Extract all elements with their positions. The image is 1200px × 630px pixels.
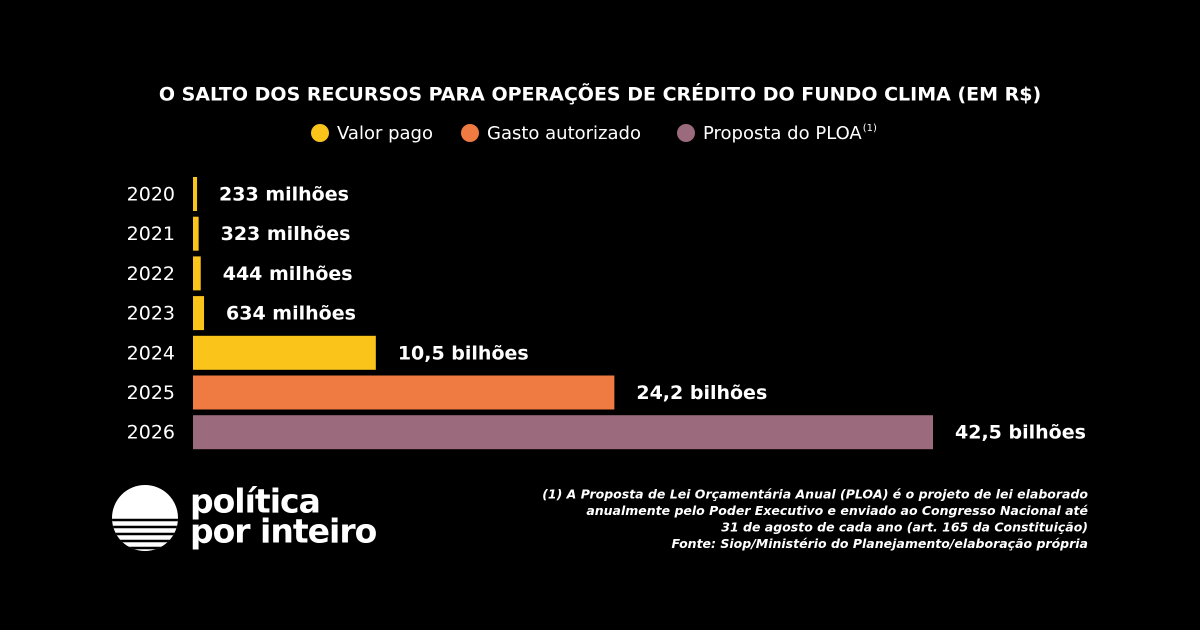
bar — [193, 177, 198, 211]
bar — [193, 415, 933, 450]
y-tick-label: 2020 — [127, 184, 175, 206]
bar — [193, 296, 205, 331]
legend-label: Proposta do PLOA — [703, 123, 862, 144]
data-label: 10,5 bilhões — [398, 342, 529, 364]
footnote-line: (1) A Proposta de Lei Orçamentária Anual… — [542, 487, 1088, 502]
data-label: 444 milhões — [223, 263, 353, 285]
y-tick-label: 2022 — [127, 263, 175, 285]
data-label: 323 milhões — [221, 223, 351, 245]
brand-line: por inteiro — [190, 512, 377, 551]
brand-line: política — [190, 482, 320, 521]
y-tick-label: 2021 — [127, 223, 175, 245]
y-tick-label: 2024 — [127, 342, 175, 364]
bar — [193, 216, 199, 251]
y-tick-label: 2023 — [127, 303, 175, 325]
data-label: 24,2 bilhões — [636, 382, 767, 404]
legend-label: Valor pago — [337, 123, 433, 144]
footnote-line: anualmente pelo Poder Executivo e enviad… — [586, 503, 1088, 518]
y-tick-label: 2025 — [127, 382, 175, 404]
bar — [193, 375, 615, 410]
footnote-line: Fonte: Siop/Ministério do Planejamento/e… — [672, 536, 1088, 551]
legend-swatch — [677, 124, 695, 142]
footnote-line: 31 de agosto de cada ano (art. 165 da Co… — [721, 520, 1088, 535]
legend-swatch — [311, 124, 329, 142]
data-label: 42,5 bilhões — [955, 422, 1086, 444]
legend-label: Gasto autorizado — [487, 123, 641, 144]
bar — [193, 335, 376, 370]
chart-title: O SALTO DOS RECURSOS PARA OPERAÇÕES DE C… — [159, 82, 1041, 106]
legend-swatch — [461, 124, 479, 142]
legend-marker: (1) — [863, 123, 877, 134]
data-label: 634 milhões — [226, 303, 356, 325]
bar — [193, 256, 201, 291]
y-tick-label: 2026 — [127, 422, 175, 444]
data-label: 233 milhões — [219, 184, 349, 206]
